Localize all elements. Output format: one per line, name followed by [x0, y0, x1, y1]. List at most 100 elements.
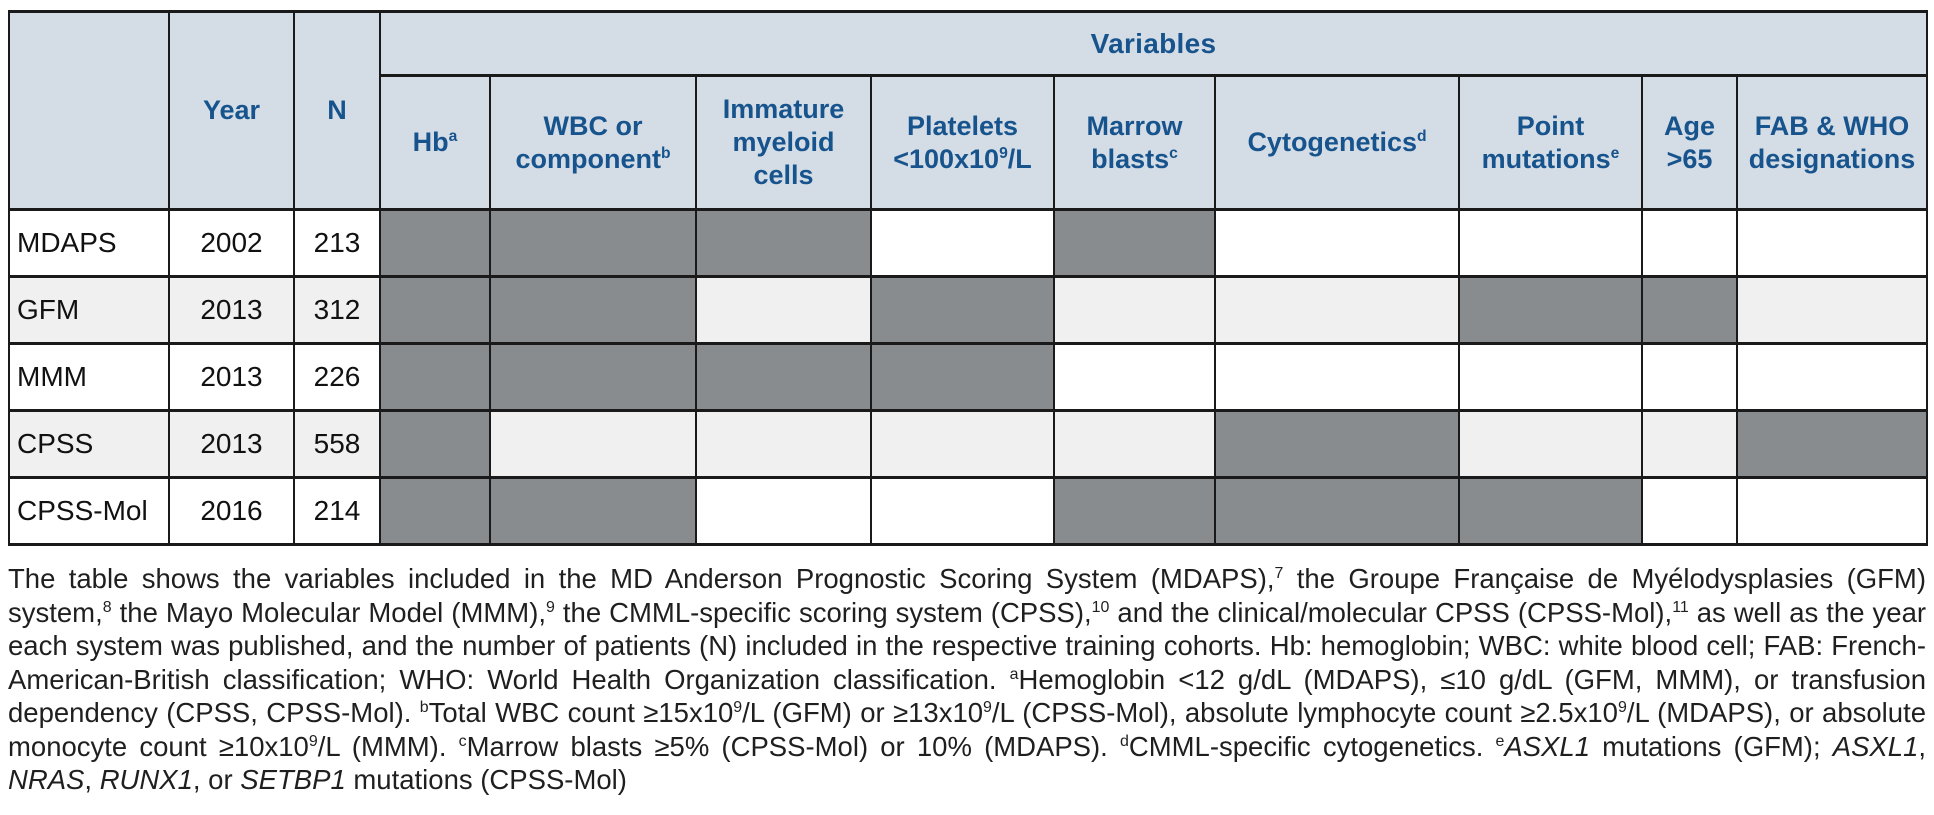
cell-CPSS-Mol-platelets-not-included	[870, 476, 1055, 546]
text-run: /L	[1007, 143, 1032, 174]
text-run: Platelets	[906, 110, 1019, 141]
column-header-point-mutations: Point mutationse	[1458, 74, 1643, 211]
header-line: blastsc	[1056, 143, 1213, 176]
text-run: <100x10	[893, 143, 1000, 174]
header-line: Immature	[698, 93, 869, 126]
cell-CPSS-Mol-point-mutations-included	[1458, 476, 1643, 546]
cell-GFM-hb-included	[379, 275, 491, 345]
cell-MMM-immature-myeloid-cells-included	[695, 342, 872, 412]
text-run: ,	[84, 764, 100, 795]
superscript: e	[1495, 732, 1505, 750]
text-run: Cytogenetics	[1247, 127, 1417, 157]
cell-GFM-wbc-or-component-included	[489, 275, 697, 345]
text-run: WBC or	[543, 110, 643, 141]
cell-CPSS-n: 558	[293, 409, 381, 479]
cell-GFM-cytogenetics-not-included	[1214, 275, 1460, 345]
prognostic-systems-table: Year N Variables Hba WBC or componentb Immatur…	[8, 10, 1928, 546]
row-label-MDAPS: MDAPS	[8, 208, 170, 278]
superscript: 7	[1274, 564, 1284, 582]
cell-MDAPS-wbc-or-component-included	[489, 208, 697, 278]
superscript: e	[1610, 144, 1620, 162]
cell-MDAPS-age-over-65-not-included	[1641, 208, 1738, 278]
text-run: designations	[1748, 143, 1916, 174]
text-run: Total WBC count ≥15x10	[428, 697, 734, 728]
cell-CPSS-fab-who-designations-included	[1736, 409, 1928, 479]
header-line: FAB & WHO	[1739, 110, 1925, 143]
text-run: Marrow	[1086, 110, 1183, 141]
row-label-MMM: MMM	[8, 342, 170, 412]
cell-MMM-n: 226	[293, 342, 381, 412]
cell-MMM-wbc-or-component-included	[489, 342, 697, 412]
header-line: Point	[1461, 110, 1640, 143]
cell-CPSS-Mol-year: 2016	[168, 476, 295, 546]
cell-CPSS-Mol-cytogenetics-included	[1214, 476, 1460, 546]
cell-CPSS-wbc-or-component-not-included	[489, 409, 697, 479]
column-header-cytogenetics: Cytogeneticsd	[1214, 74, 1460, 211]
text-run: component	[515, 143, 661, 174]
text-run: mutations (GFM);	[1590, 730, 1833, 762]
cell-CPSS-Mol-n: 214	[293, 476, 381, 546]
text-run: >65	[1666, 143, 1713, 174]
text-run: /L (MDAPS), or absolute monocyte count ≥…	[8, 697, 1926, 762]
cell-MMM-age-over-65-not-included	[1641, 342, 1738, 412]
cell-MDAPS-platelets-not-included	[870, 208, 1055, 278]
superscript: b	[660, 144, 671, 162]
text-run: , or	[192, 764, 241, 795]
cell-CPSS-Mol-fab-who-designations-not-included	[1736, 476, 1928, 546]
cell-MDAPS-year: 2002	[168, 208, 295, 278]
header-line: Cytogeneticsd	[1217, 126, 1457, 159]
text-run: mutations (CPSS-Mol)	[345, 764, 627, 795]
header-line: componentb	[492, 143, 694, 176]
text-run: Hb	[412, 127, 449, 157]
superscript: 11	[1672, 598, 1689, 616]
superscript: a	[1009, 665, 1019, 683]
cell-CPSS-Mol-hb-included	[379, 476, 491, 546]
column-header-wbc-or-component: WBC or componentb	[489, 74, 697, 211]
superscript: c	[458, 732, 467, 750]
table-row-GFM: GFM 2013 312	[8, 275, 1928, 345]
text-run: as well as the year each system was publ…	[8, 596, 1927, 695]
row-label-CPSS-Mol: CPSS-Mol	[8, 476, 170, 546]
superscript: 10	[1091, 598, 1110, 616]
table-header: Year N Variables Hba WBC or componentb Immatur…	[8, 10, 1928, 211]
text-run: cells	[753, 160, 814, 190]
cell-MDAPS-marrow-blasts-included	[1053, 208, 1216, 278]
header-line: designations	[1739, 143, 1925, 176]
column-header-platelets: Platelets <100x109/L	[870, 74, 1055, 211]
superscript: 9	[733, 698, 743, 716]
cell-MMM-year: 2013	[168, 342, 295, 412]
cell-MMM-platelets-included	[870, 342, 1055, 412]
cell-MDAPS-n: 213	[293, 208, 381, 278]
superscript: c	[1169, 144, 1178, 162]
cell-GFM-platelets-included	[870, 275, 1055, 345]
row-label-CPSS: CPSS	[8, 409, 170, 479]
table-body: MDAPS 2002 213 GFM 2013 312 MMM 2013 226 CPSS 2013…	[8, 208, 1928, 546]
table-caption: The table shows the variables included i…	[8, 562, 1926, 797]
text-run: /L (CPSS-Mol), absolute lymphocyte count…	[991, 697, 1618, 728]
gene-name: ASXL1	[1504, 730, 1590, 762]
text-run: Hemoglobin <12 g/dL (MDAPS), ≤10 g/dL (G…	[8, 663, 1926, 729]
header-line: myeloid	[698, 126, 869, 159]
text-run: CMML-specific cytogenetics.	[1128, 730, 1496, 762]
text-run: Point	[1516, 110, 1585, 141]
superscript: 9	[983, 698, 992, 716]
cell-MDAPS-fab-who-designations-not-included	[1736, 208, 1928, 278]
row-label-GFM: GFM	[8, 275, 170, 345]
cell-GFM-point-mutations-included	[1458, 275, 1643, 345]
year-column-header: Year	[168, 10, 295, 211]
header-row-variables: Year N Variables	[8, 10, 1928, 211]
text-run: and the clinical/molecular CPSS (CPSS-Mo…	[1109, 596, 1673, 628]
text-run: Immature	[722, 94, 845, 124]
text-run: ,	[1918, 730, 1927, 762]
cell-CPSS-platelets-not-included	[870, 409, 1055, 479]
cell-CPSS-age-over-65-not-included	[1641, 409, 1738, 479]
column-header-marrow-blasts: Marrow blastsc	[1053, 74, 1216, 211]
system-column-header	[8, 10, 170, 211]
text-run: the CMML-specific scoring system (CPSS),	[554, 596, 1092, 628]
superscript: b	[419, 698, 429, 716]
superscript: a	[448, 128, 458, 145]
header-line: cells	[698, 159, 869, 192]
cell-MMM-point-mutations-not-included	[1458, 342, 1643, 412]
superscript: 8	[102, 598, 112, 616]
